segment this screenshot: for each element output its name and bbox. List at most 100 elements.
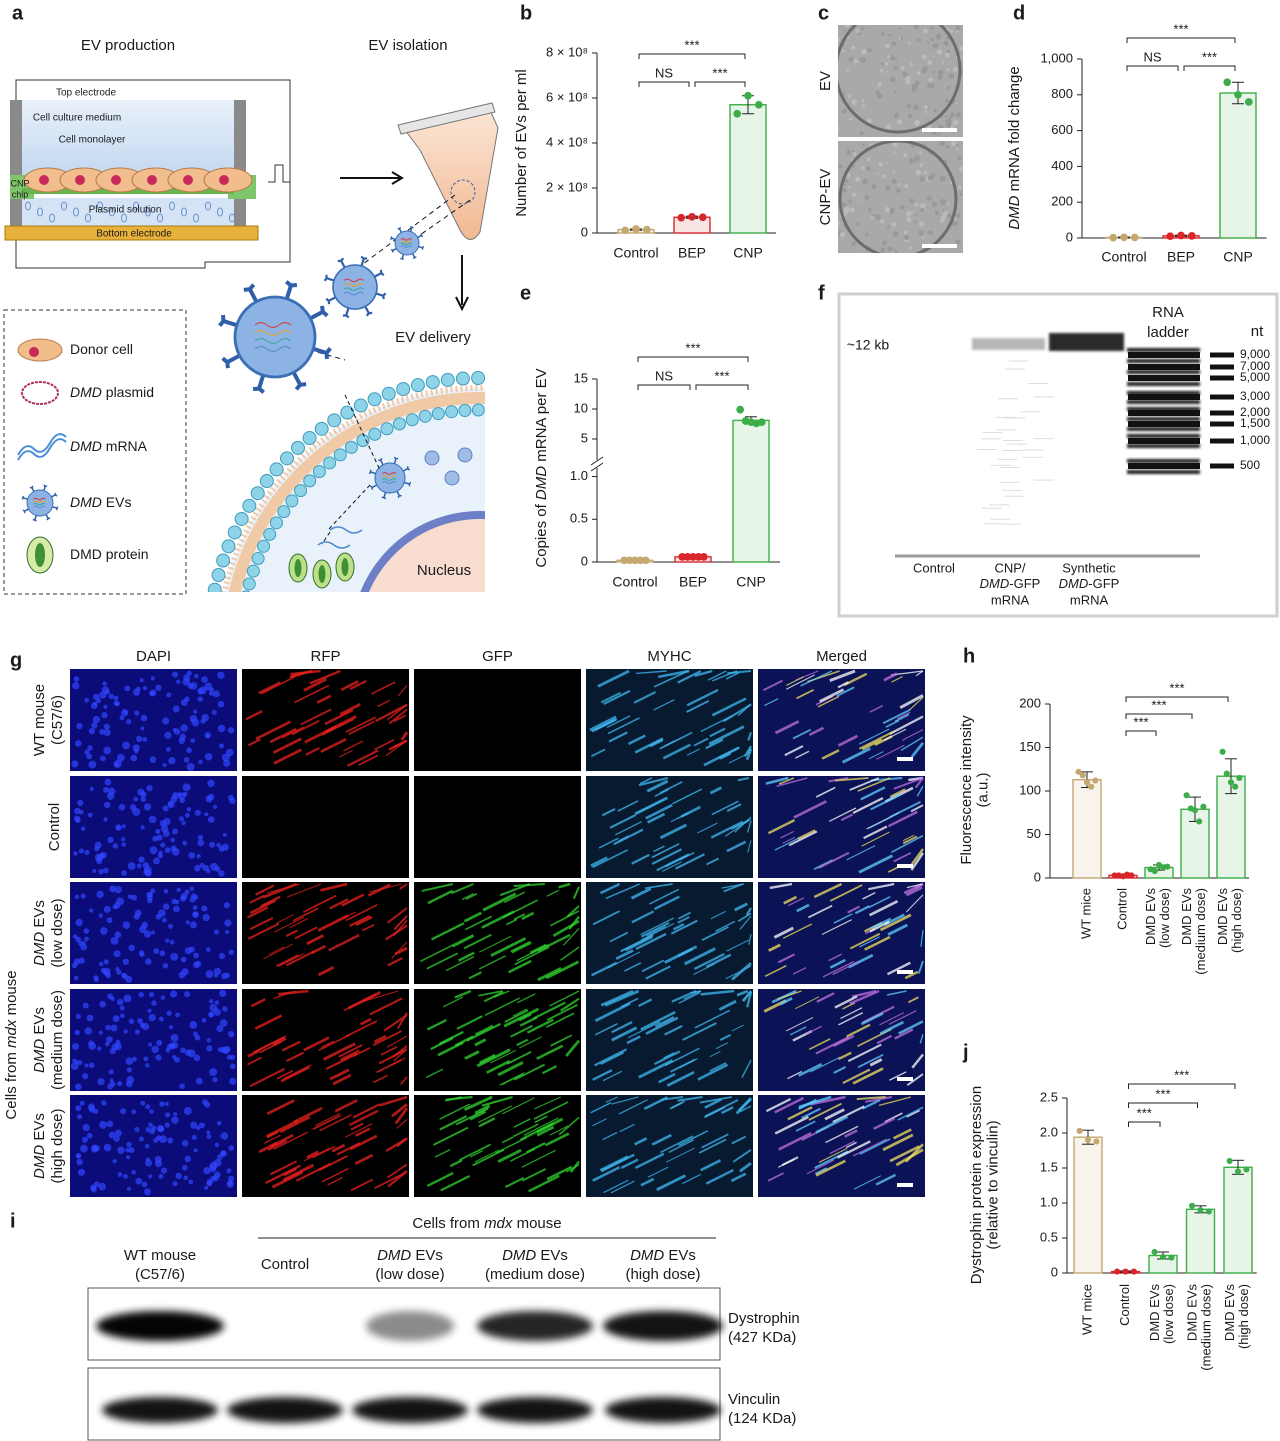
micrograph-detail: [764, 964, 787, 978]
micrograph-detail: [746, 991, 753, 1008]
micrograph-detail: [474, 1104, 491, 1115]
illustration: [269, 516, 283, 530]
micrograph-detail: [677, 947, 694, 958]
data-point: [688, 212, 696, 221]
illustration: [880, 219, 885, 224]
y-tick-label: 5: [581, 430, 588, 445]
illustration: [838, 141, 958, 253]
micrograph-detail: [183, 1106, 192, 1115]
micrograph-detail: [349, 914, 371, 928]
micrograph-detail: [795, 1120, 816, 1132]
micrograph-detail: [278, 989, 309, 996]
lane-label: DMD EVs: [377, 1247, 443, 1264]
micrograph-detail: [98, 961, 104, 967]
micrograph-detail: [768, 943, 781, 952]
micrograph-detail: [147, 1008, 152, 1013]
ladder-band: [1127, 434, 1200, 438]
micrograph-detail: [115, 701, 120, 707]
panel-label: d: [1013, 2, 1025, 24]
illustration: [923, 170, 928, 175]
micrograph-detail: [228, 1175, 235, 1182]
illustration: [323, 274, 328, 282]
micrograph-detail: [167, 1137, 174, 1144]
illustration: [866, 166, 871, 171]
micrograph-detail: [903, 882, 924, 895]
micrograph-detail: [869, 816, 891, 829]
micrograph-detail: [545, 960, 580, 980]
micrograph-detail: [178, 816, 184, 822]
micrograph-detail: [599, 1155, 629, 1172]
micrograph-detail: [101, 1100, 107, 1106]
data-point: [1075, 768, 1082, 775]
micrograph-detail: [250, 998, 266, 1008]
micrograph-detail: [334, 1099, 358, 1113]
micrograph: [838, 25, 963, 136]
micrograph-detail: [84, 697, 90, 703]
micrograph-detail: [600, 989, 634, 1007]
illustration: [85, 213, 91, 223]
scale-bar: [922, 128, 957, 132]
micrograph-detail: [151, 1000, 157, 1006]
micrograph-detail: [205, 733, 210, 738]
y-tick-label: 0: [581, 553, 588, 568]
micrograph-detail: [829, 1140, 856, 1155]
micrograph-detail: [510, 1148, 536, 1162]
illustration: [457, 447, 473, 463]
micrograph-detail: [181, 968, 189, 976]
data-point: [1166, 232, 1175, 241]
illustration: [254, 338, 292, 344]
micrograph-detail: [683, 990, 702, 1000]
micrograph-detail: [886, 990, 907, 996]
illustration: [944, 114, 948, 118]
illustration: [915, 80, 920, 85]
illustration: [217, 207, 223, 217]
illustration: [390, 248, 394, 253]
illustration: [380, 422, 394, 436]
illustration: [325, 297, 331, 305]
gel-smear: [1005, 417, 1026, 419]
blot-band: [352, 1397, 468, 1423]
micrograph-detail: [387, 1163, 408, 1179]
micrograph-detail: [506, 1051, 532, 1065]
micrograph-detail: [82, 1073, 89, 1080]
illustration: [342, 314, 350, 319]
micrograph-detail: [845, 1141, 857, 1149]
illustration: [254, 346, 292, 352]
significance-bracket: [1125, 730, 1157, 736]
micrograph-detail: [184, 1155, 192, 1163]
micrograph-detail: [455, 1107, 489, 1126]
micrograph-detail: [161, 917, 167, 923]
micrograph-detail: [183, 991, 191, 998]
micrograph-detail: [117, 1146, 125, 1154]
micrograph-detail: [286, 1051, 304, 1063]
illustration: [838, 126, 840, 130]
micrograph-detail: [645, 965, 671, 980]
illustration: [904, 184, 909, 189]
illustration: [921, 236, 925, 239]
micrograph-detail: [694, 669, 713, 677]
label: EV isolation: [368, 37, 447, 54]
micrograph-detail: [810, 1056, 841, 1073]
illustration: [49, 213, 55, 223]
illustration: [246, 564, 260, 578]
illustration: [948, 115, 953, 119]
illustration: [884, 206, 891, 213]
micrograph-detail: [99, 1000, 106, 1008]
micrograph-detail: [282, 1163, 315, 1182]
micrograph-detail: [171, 828, 179, 835]
panel-label: e: [520, 282, 531, 304]
illustration: [881, 32, 885, 36]
ladder-marker: [1210, 375, 1234, 381]
micrograph-detail: [128, 1018, 135, 1025]
illustration: [242, 498, 257, 513]
panel-label: b: [520, 2, 532, 24]
micrograph-detail: [134, 710, 140, 716]
micrograph-detail: [776, 777, 808, 787]
micrograph-detail: [180, 956, 187, 963]
micrograph-detail: [129, 804, 137, 811]
micrograph-detail: [822, 960, 855, 978]
illustration: [233, 295, 317, 379]
micrograph-detail: [426, 952, 459, 970]
gel-band: [972, 338, 1045, 350]
micrograph-detail: [224, 919, 232, 927]
